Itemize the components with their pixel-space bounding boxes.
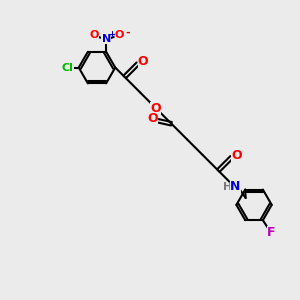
Text: -: - xyxy=(125,28,130,38)
Text: N: N xyxy=(230,180,241,193)
Text: O: O xyxy=(115,30,124,40)
Text: O: O xyxy=(148,112,158,125)
Text: O: O xyxy=(232,148,242,161)
Text: Cl: Cl xyxy=(61,63,74,73)
Text: O: O xyxy=(151,102,161,115)
Text: N: N xyxy=(101,34,111,44)
Text: O: O xyxy=(90,30,99,40)
Text: H: H xyxy=(223,182,232,192)
Text: O: O xyxy=(138,55,148,68)
Text: F: F xyxy=(267,226,275,239)
Text: +: + xyxy=(108,30,115,39)
